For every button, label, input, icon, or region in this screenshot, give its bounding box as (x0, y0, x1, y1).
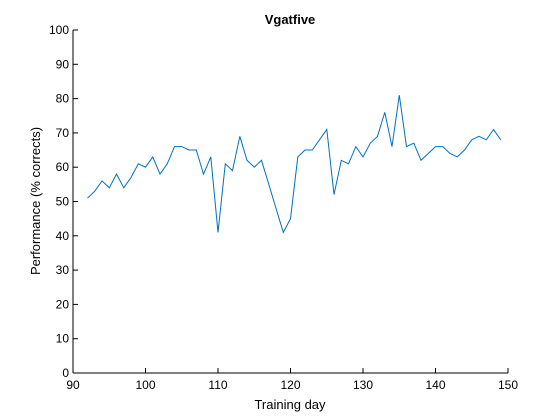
x-tick-label: 150 (498, 378, 518, 392)
x-axis-ticks: 90 100 110 120 130 140 150 (66, 368, 518, 392)
x-tick-label: 130 (353, 378, 373, 392)
series-line-1 (87, 95, 502, 234)
y-tick-label: 70 (56, 126, 70, 140)
x-tick-label: 110 (208, 378, 227, 392)
x-tick-label: 140 (425, 378, 445, 392)
x-axis-title: Training day (254, 397, 326, 412)
y-tick-label: 40 (56, 229, 70, 243)
chart-title: Vgatfive (265, 12, 316, 27)
y-tick-label: 10 (56, 332, 70, 346)
y-axis-ticks: 0 10 20 30 40 50 60 70 80 90 100 (49, 23, 78, 380)
x-tick-label: 90 (66, 378, 80, 392)
series-layer (87, 95, 502, 234)
y-tick-label: 30 (56, 263, 70, 277)
y-tick-label: 60 (56, 160, 70, 174)
y-tick-label: 20 (56, 297, 70, 311)
plot-area: 0 10 20 30 40 50 60 70 80 90 100 90 100 110 120 130 140… (49, 23, 518, 392)
y-axis-title: Performance (% corrects) (28, 127, 43, 275)
y-tick-label: 90 (56, 57, 70, 71)
y-tick-label: 80 (56, 92, 70, 106)
x-tick-label: 120 (280, 378, 300, 392)
y-tick-label: 0 (62, 366, 69, 380)
y-tick-label: 100 (49, 23, 69, 37)
y-tick-label: 50 (56, 195, 70, 209)
x-tick-label: 100 (135, 378, 155, 392)
